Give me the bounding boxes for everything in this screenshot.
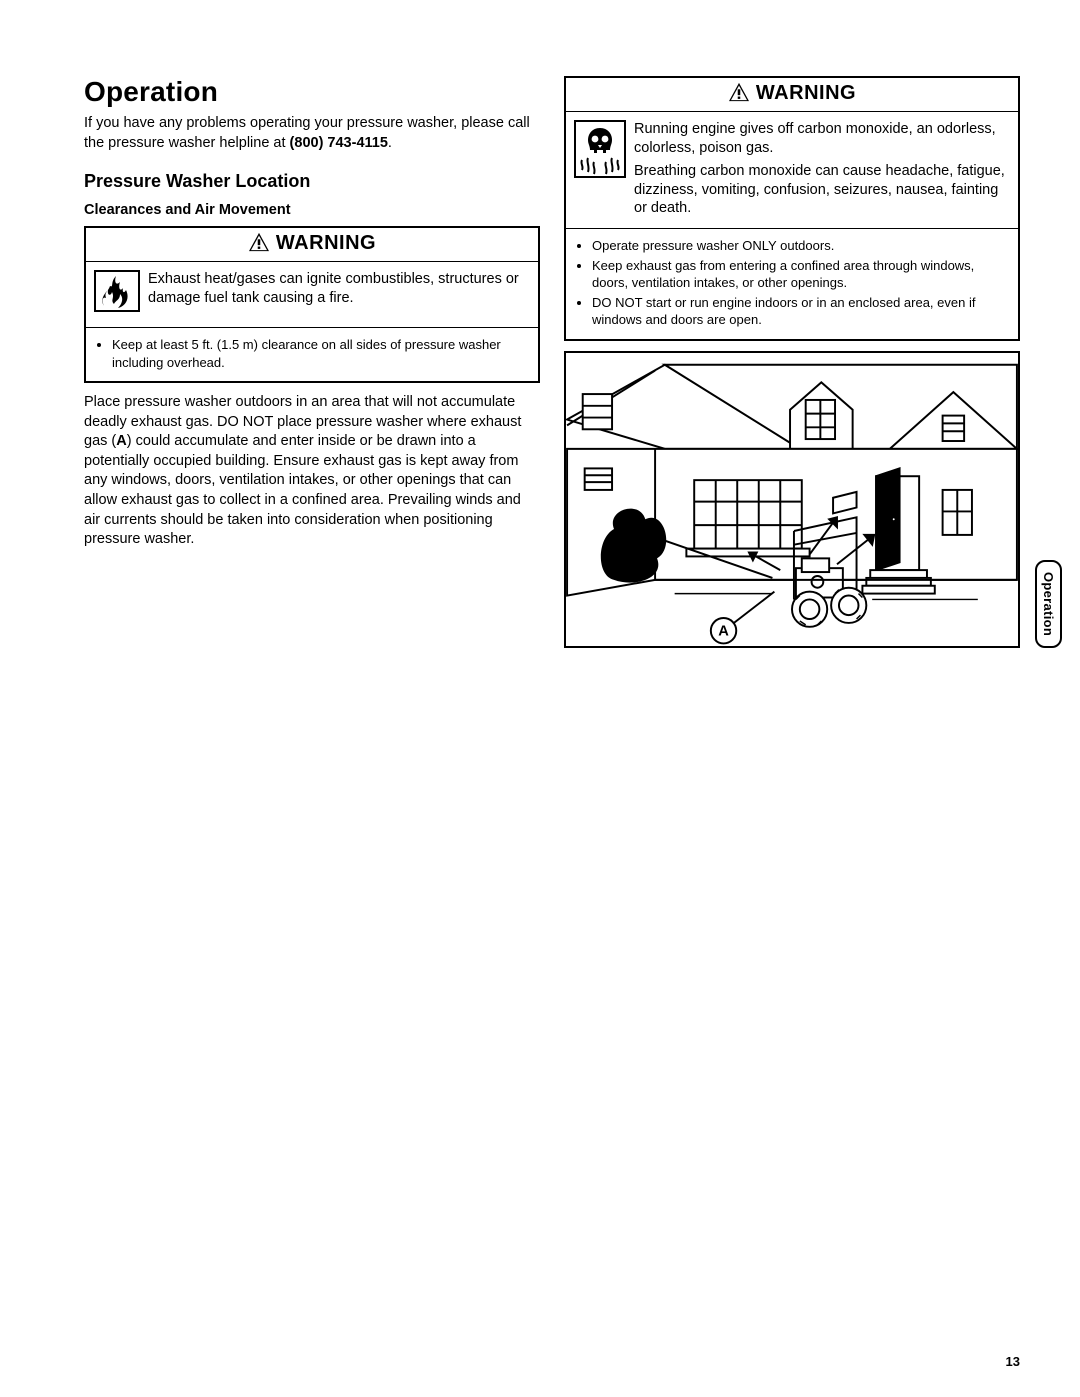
warning-body: Exhaust heat/gases can ignite combustibl…: [86, 262, 538, 328]
toxic-fumes-icon: [574, 120, 626, 183]
warning-bullets: Keep at least 5 ft. (1.5 m) clearance on…: [86, 328, 538, 381]
page-number: 13: [1006, 1354, 1020, 1369]
warning-label: WARNING: [756, 82, 856, 104]
diagram-callout-a: A: [718, 624, 729, 640]
warning-triangle-icon: [728, 82, 750, 102]
warning-body-line2: Breathing carbon monoxide can cause head…: [634, 162, 1008, 219]
left-column: Operation If you have any problems opera…: [84, 76, 540, 648]
warning-box-fire: WARNING Exhaust heat/gases can ignite co…: [84, 226, 540, 383]
page-title: Operation: [84, 76, 540, 108]
warning-body-line1: Running engine gives off carbon monoxide…: [634, 120, 1008, 158]
warning-label: WARNING: [276, 232, 376, 254]
side-tab: Operation: [1035, 560, 1062, 648]
warning-bullet: Keep exhaust gas from entering a confine…: [592, 257, 1006, 292]
right-column: WARNING: [564, 76, 1020, 648]
warning-bullets: Operate pressure washer ONLY outdoors. K…: [566, 229, 1018, 339]
warning-bullet: DO NOT start or run engine indoors or in…: [592, 294, 1006, 329]
fire-icon: [94, 270, 140, 317]
warning-triangle-icon: [248, 232, 270, 252]
placement-callout: A: [116, 433, 126, 449]
warning-body-text: Exhaust heat/gases can ignite combustibl…: [148, 270, 528, 308]
section-heading: Pressure Washer Location: [84, 171, 540, 192]
intro-post: .: [388, 135, 392, 151]
warning-heading: WARNING: [566, 78, 1018, 112]
house-diagram: A: [564, 351, 1020, 648]
subsection-heading: Clearances and Air Movement: [84, 202, 540, 218]
warning-body: Running engine gives off carbon monoxide…: [566, 112, 1018, 229]
helpline-number: (800) 743-4115: [290, 135, 388, 151]
intro-paragraph: If you have any problems operating your …: [84, 114, 540, 153]
placement-paragraph: Place pressure washer outdoors in an are…: [84, 393, 540, 550]
warning-box-co: WARNING: [564, 76, 1020, 341]
warning-heading: WARNING: [86, 228, 538, 262]
warning-bullet: Keep at least 5 ft. (1.5 m) clearance on…: [112, 336, 526, 371]
placement-post: ) could accumulate and enter inside or b…: [84, 433, 521, 547]
warning-body-text: Running engine gives off carbon monoxide…: [634, 120, 1008, 218]
warning-bullet: Operate pressure washer ONLY outdoors.: [592, 237, 1006, 255]
